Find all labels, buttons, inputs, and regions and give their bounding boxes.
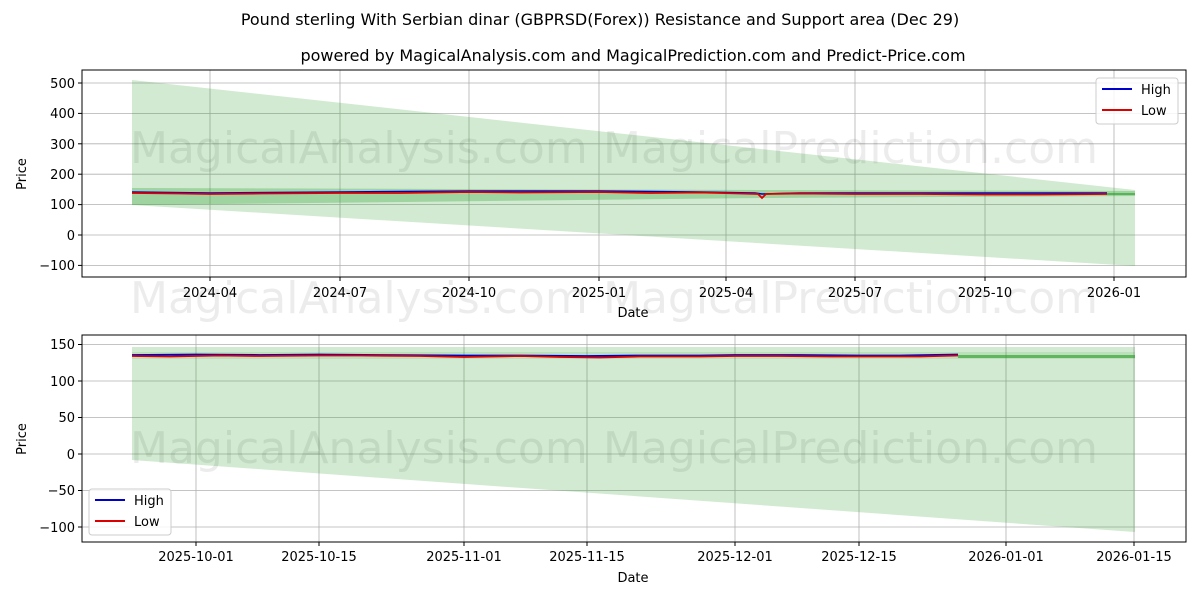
x-tick-label: 2025-12-15 (821, 550, 897, 565)
bottom-y-axis-label: Price (15, 423, 30, 455)
chart-subtitle: powered by MagicalAnalysis.com and Magic… (300, 46, 966, 65)
bottom-axes-frame (81, 334, 1187, 543)
top-y-tick-labels: 500 400 300 200 100 0 −100 (39, 77, 75, 274)
x-tick-label: 2025-10-01 (158, 550, 234, 565)
y-tick-label: −100 (39, 521, 75, 536)
bottom-x-tick-labels: 2025-10-01 2025-10-15 2025-11-01 2025-11… (158, 550, 1172, 565)
y-tick-label: 0 (67, 229, 75, 244)
y-tick-label: −100 (39, 259, 75, 274)
watermark-analysis-mid: MagicalAnalysis.com (130, 273, 588, 324)
y-tick-label: 400 (50, 107, 75, 122)
top-y-axis-label: Price (15, 158, 30, 190)
top-axes-frame (81, 69, 1187, 278)
top-x-tick-labels: 2024-04 2024-07 2024-10 2025-01 2025-04 … (183, 286, 1141, 301)
top-legend: High Low (1095, 77, 1179, 125)
bottom-x-axis-label: Date (617, 571, 648, 586)
legend-high-label: High (134, 494, 164, 509)
x-tick-label: 2025-11-15 (549, 550, 625, 565)
x-tick-label: 2025-10 (958, 286, 1012, 301)
x-tick-label: 2024-10 (442, 286, 496, 301)
top-chart: MagicalAnalysis.com MagicalPrediction.co… (15, 69, 1187, 324)
x-tick-label: 2026-01-01 (968, 550, 1044, 565)
watermark-prediction-mid: MagicalPrediction.com (603, 273, 1098, 324)
bottom-grid (82, 335, 1186, 542)
x-tick-label: 2024-04 (183, 286, 237, 301)
y-tick-label: 150 (50, 338, 75, 353)
x-tick-label: 2025-04 (699, 286, 753, 301)
top-low-line (131, 191, 1108, 200)
chart-title: Pound sterling With Serbian dinar (GBPRS… (240, 10, 960, 29)
y-tick-label: 100 (50, 198, 75, 213)
bottom-band (132, 347, 1135, 532)
top-x-axis-label: Date (617, 306, 648, 321)
bottom-low-line (131, 354, 959, 359)
legend-low-label: Low (1141, 104, 1167, 119)
y-tick-label: 200 (50, 168, 75, 183)
watermark-analysis-bottom: MagicalAnalysis.com (130, 423, 588, 474)
legend-high-label: High (1141, 83, 1171, 98)
x-tick-label: 2025-11-01 (426, 550, 502, 565)
watermark-prediction-bottom: MagicalPrediction.com (603, 423, 1098, 474)
x-tick-label: 2025-10-15 (281, 550, 357, 565)
y-tick-label: −50 (48, 484, 75, 499)
x-tick-label: 2025-01 (572, 286, 626, 301)
legend-low-label: Low (134, 515, 160, 530)
x-tick-label: 2026-01-15 (1096, 550, 1172, 565)
watermark-analysis-top: MagicalAnalysis.com (130, 123, 588, 174)
x-tick-label: 2026-01 (1087, 286, 1141, 301)
y-tick-label: 500 (50, 77, 75, 92)
top-wide-band (132, 80, 1135, 266)
x-tick-label: 2025-07 (828, 286, 882, 301)
y-tick-label: 50 (58, 411, 75, 426)
bottom-high-line (131, 353, 959, 357)
x-tick-label: 2025-12-01 (697, 550, 773, 565)
x-tick-label: 2024-07 (313, 286, 367, 301)
bottom-legend: High Low (88, 488, 172, 536)
bottom-y-tick-labels: 150 100 50 0 −50 −100 (39, 338, 75, 536)
y-tick-label: 300 (50, 138, 75, 153)
y-tick-label: 100 (50, 375, 75, 390)
bottom-chart: MagicalAnalysis.com MagicalPrediction.co… (15, 334, 1187, 586)
watermark-prediction-top: MagicalPrediction.com (603, 123, 1098, 174)
y-tick-label: 0 (67, 448, 75, 463)
